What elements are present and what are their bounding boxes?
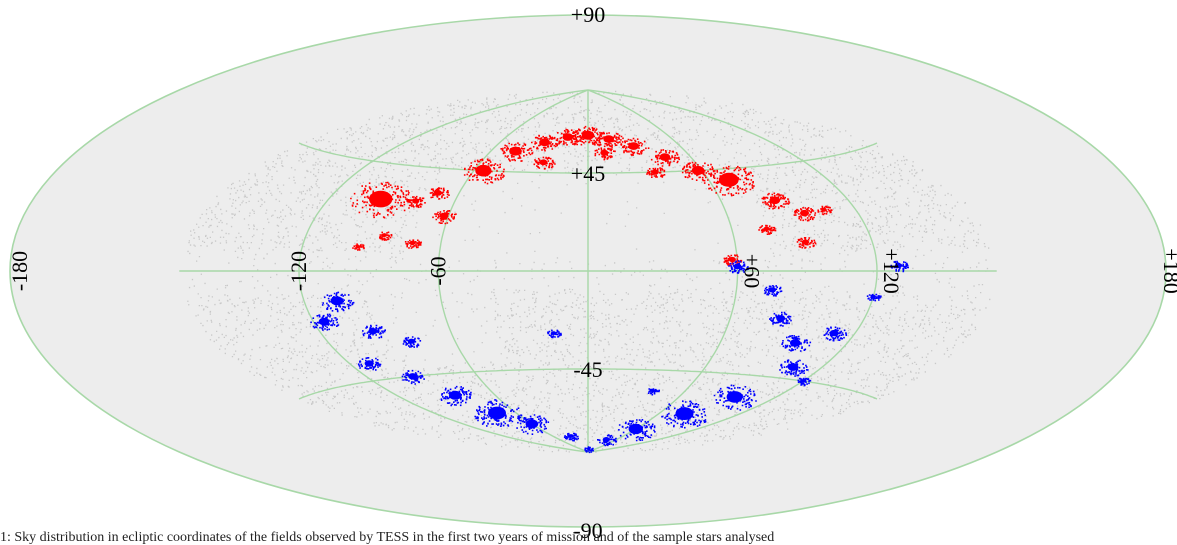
lon-tick-label: -120 <box>286 251 311 291</box>
field-points-1 <box>310 260 909 454</box>
field-cluster-1-9 <box>568 434 574 438</box>
lon-tick-label: -180 <box>7 251 32 291</box>
lat-tick-label: +90 <box>571 2 605 27</box>
parallel-45 <box>298 142 878 174</box>
northern-fields <box>350 125 833 267</box>
lon-tick-label: +120 <box>879 248 904 293</box>
field-cluster-0-16 <box>718 172 739 187</box>
lat-tick-label: -90 <box>573 518 602 543</box>
field-cluster-1-19 <box>675 407 694 420</box>
lat-tick-label: -45 <box>573 357 602 382</box>
lon-tick-label: -60 <box>425 256 450 285</box>
tick-labels: -180 -120 -60 +60 +120 +180 +90 +45 -45 -90 <box>7 2 1177 543</box>
lat-tick-label: +45 <box>571 161 605 186</box>
field-cluster-0-5 <box>409 240 416 246</box>
lon-tick-label: +60 <box>740 254 765 288</box>
figure-caption: 1: Sky distribution in ecliptic coordina… <box>0 530 775 545</box>
coordinate-grid <box>9 14 1167 528</box>
field-cluster-0-17 <box>769 196 781 205</box>
lon-tick-label: +180 <box>1159 248 1177 293</box>
field-cluster-0-9 <box>539 138 550 147</box>
sky-border <box>9 14 1167 528</box>
field-cluster-0-15 <box>691 165 705 175</box>
southern-fields <box>310 260 909 454</box>
